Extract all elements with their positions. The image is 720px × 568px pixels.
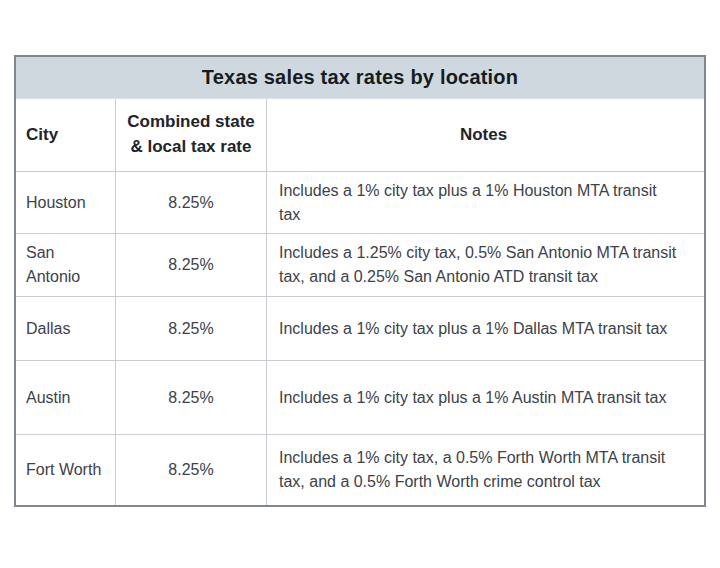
city-cell: Dallas <box>16 297 116 360</box>
notes-cell: Includes a 1% city tax plus a 1% Houston… <box>267 172 704 233</box>
notes-text: Includes a 1.25% city tax, 0.5% San Anto… <box>279 241 677 289</box>
notes-cell: Includes a 1% city tax plus a 1% Dallas … <box>267 297 704 360</box>
rate-cell: 8.25% <box>116 234 267 296</box>
table-title: Texas sales tax rates by location <box>16 57 704 99</box>
notes-text: Includes a 1% city tax, a 0.5% Forth Wor… <box>279 446 677 494</box>
table-row-houston: Houston 8.25% Includes a 1% city tax plu… <box>16 171 704 233</box>
rate-cell: 8.25% <box>116 172 267 233</box>
notes-text: Includes a 1% city tax plus a 1% Dallas … <box>279 317 667 341</box>
rate-cell: 8.25% <box>116 297 267 360</box>
table-row-austin: Austin 8.25% Includes a 1% city tax plus… <box>16 360 704 434</box>
table-row-dallas: Dallas 8.25% Includes a 1% city tax plus… <box>16 296 704 360</box>
column-header-rate: Combined state & local tax rate <box>116 99 267 171</box>
page: Texas sales tax rates by location City C… <box>0 0 720 568</box>
rate-cell: 8.25% <box>116 361 267 434</box>
column-header-city: City <box>16 99 116 171</box>
tax-rates-table: Texas sales tax rates by location City C… <box>14 55 706 507</box>
city-cell: San Antonio <box>16 234 116 296</box>
city-cell: Houston <box>16 172 116 233</box>
table-row-san-antonio: San Antonio 8.25% Includes a 1.25% city … <box>16 233 704 296</box>
city-cell: Fort Worth <box>16 435 116 505</box>
notes-cell: Includes a 1.25% city tax, 0.5% San Anto… <box>267 234 704 296</box>
notes-text: Includes a 1% city tax plus a 1% Houston… <box>279 179 677 227</box>
notes-cell: Includes a 1% city tax plus a 1% Austin … <box>267 361 704 434</box>
header-row: City Combined state & local tax rate Not… <box>16 99 704 171</box>
rate-cell: 8.25% <box>116 435 267 505</box>
city-cell: Austin <box>16 361 116 434</box>
table-row-fort-worth: Fort Worth 8.25% Includes a 1% city tax,… <box>16 434 704 505</box>
notes-text: Includes a 1% city tax plus a 1% Austin … <box>279 386 666 410</box>
notes-cell: Includes a 1% city tax, a 0.5% Forth Wor… <box>267 435 704 505</box>
column-header-notes: Notes <box>267 99 704 171</box>
